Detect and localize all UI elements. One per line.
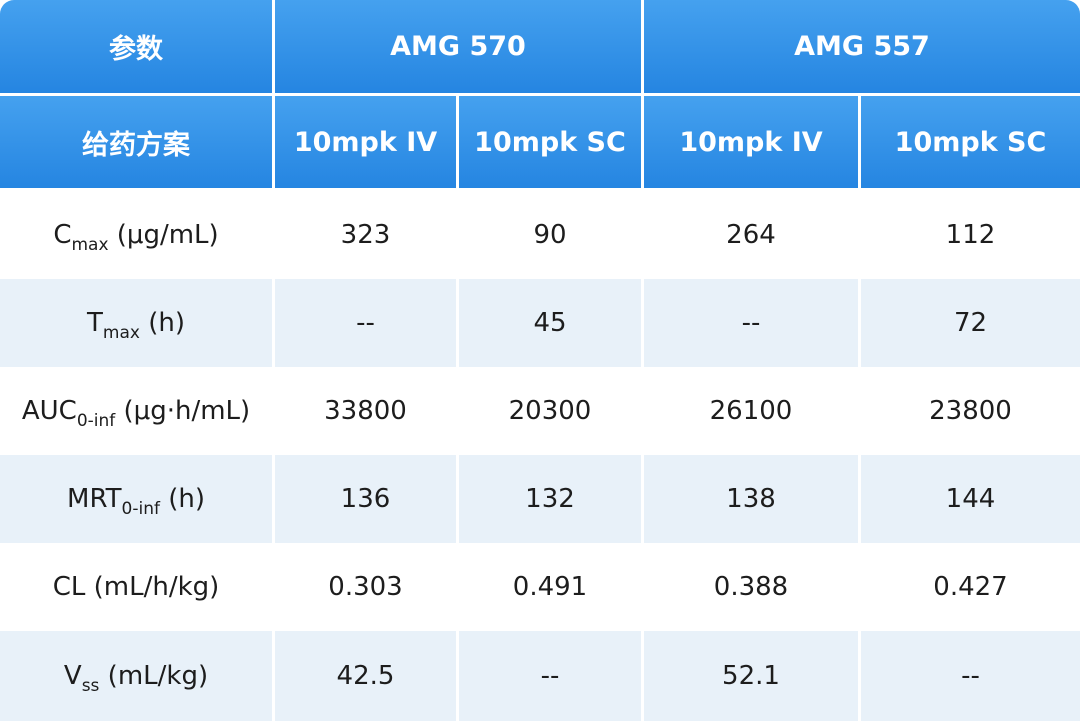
value-cell: 112: [861, 191, 1080, 279]
value-cell: 72: [861, 279, 1080, 367]
regimen-amg570-sc: 10mpk SC: [459, 96, 644, 191]
group-header-amg570: AMG 570: [275, 0, 644, 96]
param-cell: Tmax (h): [0, 279, 275, 367]
param-subscript: max: [71, 235, 109, 255]
param-unit: (μg/mL): [108, 220, 219, 250]
value-cell: 264: [644, 191, 861, 279]
table-row-tmax: Tmax (h) -- 45 -- 72: [0, 279, 1080, 367]
value-cell: 0.303: [275, 543, 459, 631]
value-cell: --: [275, 279, 459, 367]
param-subscript: 0-inf: [76, 411, 116, 431]
table-row-cmax: Cmax (μg/mL) 323 90 264 112: [0, 191, 1080, 279]
param-unit: (h): [139, 308, 185, 338]
regimen-header-row: 给药方案 10mpk IV 10mpk SC 10mpk IV 10mpk SC: [0, 96, 1080, 191]
value-cell: --: [644, 279, 861, 367]
value-cell: 138: [644, 455, 861, 543]
regimen-amg557-sc: 10mpk SC: [861, 96, 1080, 191]
table-row-vss: Vss (mL/kg) 42.5 -- 52.1 --: [0, 631, 1080, 721]
table-row-auc: AUC0-inf (μg·h/mL) 33800 20300 26100 238…: [0, 367, 1080, 455]
value-cell: 42.5: [275, 631, 459, 721]
value-cell: 20300: [459, 367, 644, 455]
param-unit: (mL/kg): [99, 661, 209, 691]
param-subscript: 0-inf: [121, 499, 160, 519]
param-subscript: max: [102, 323, 140, 343]
value-cell: 90: [459, 191, 644, 279]
param-unit: (h): [159, 484, 205, 514]
table-row-cl: CL (mL/h/kg) 0.303 0.491 0.388 0.427: [0, 543, 1080, 631]
value-cell: 45: [459, 279, 644, 367]
param-unit: (μg·h/mL): [115, 396, 251, 426]
param-main: MRT: [67, 484, 122, 514]
value-cell: 144: [861, 455, 1080, 543]
value-cell: 0.491: [459, 543, 644, 631]
value-cell: --: [459, 631, 644, 721]
value-cell: 136: [275, 455, 459, 543]
param-cell: AUC0-inf (μg·h/mL): [0, 367, 275, 455]
regimen-amg570-iv: 10mpk IV: [275, 96, 459, 191]
value-cell: 33800: [275, 367, 459, 455]
group-header-amg557: AMG 557: [644, 0, 1080, 96]
param-cell: MRT0-inf (h): [0, 455, 275, 543]
param-cell: CL (mL/h/kg): [0, 543, 275, 631]
value-cell: --: [861, 631, 1080, 721]
regimen-amg557-iv: 10mpk IV: [644, 96, 861, 191]
param-subscript: ss: [81, 676, 100, 696]
param-main: CL (mL/h/kg): [52, 572, 220, 602]
value-cell: 132: [459, 455, 644, 543]
table-row-mrt: MRT0-inf (h) 136 132 138 144: [0, 455, 1080, 543]
value-cell: 0.427: [861, 543, 1080, 631]
param-header: 参数: [0, 0, 275, 96]
param-cell: Vss (mL/kg): [0, 631, 275, 721]
regimen-header: 给药方案: [0, 96, 275, 191]
group-header-row: 参数 AMG 570 AMG 557: [0, 0, 1080, 96]
value-cell: 323: [275, 191, 459, 279]
value-cell: 0.388: [644, 543, 861, 631]
param-main: V: [63, 661, 82, 691]
param-cell: Cmax (μg/mL): [0, 191, 275, 279]
value-cell: 23800: [861, 367, 1080, 455]
value-cell: 52.1: [644, 631, 861, 721]
param-main: T: [87, 308, 103, 338]
value-cell: 26100: [644, 367, 861, 455]
param-main: C: [53, 220, 72, 250]
param-main: AUC: [21, 396, 77, 426]
